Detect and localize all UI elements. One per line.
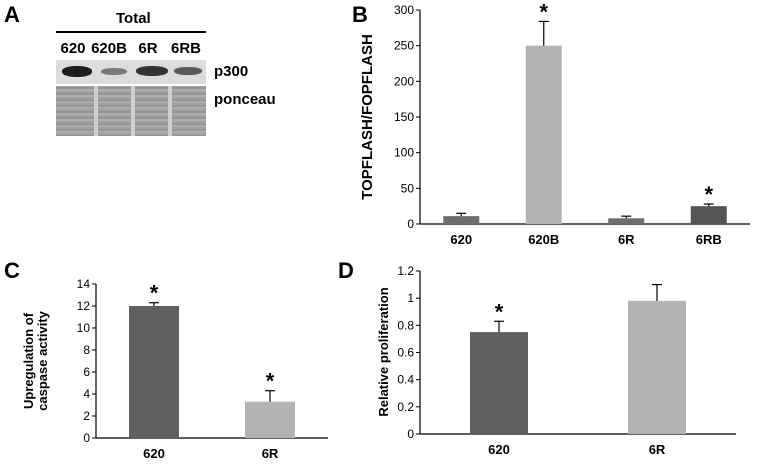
chart-c-y-tick-label: 0 bbox=[83, 431, 90, 445]
chart-d-category-label: 6R bbox=[649, 442, 666, 457]
p300-band-620b bbox=[101, 68, 127, 75]
chart-b-category-label: 6RB bbox=[696, 232, 722, 247]
chart-b-category-label: 620B bbox=[528, 232, 559, 247]
chart-d-y-axis-label: Relative proliferation bbox=[376, 287, 391, 416]
chart-b-y-tick-label: 300 bbox=[394, 3, 414, 17]
chart-b-y-tick-label: 250 bbox=[394, 39, 414, 53]
chart-d-y-tick-label: 1 bbox=[407, 291, 414, 305]
chart-d-bar-6r bbox=[628, 300, 686, 434]
chart-d-y-tick-label: 0 bbox=[407, 427, 414, 441]
chart-c-y-tick-label: 6 bbox=[83, 365, 90, 379]
chart-c-y-axis-label: Upregulation of bbox=[21, 312, 36, 409]
row-label-p300: p300 bbox=[214, 63, 249, 80]
panel-d-letter: D bbox=[338, 258, 354, 283]
chart-c-category-label: 620 bbox=[143, 446, 165, 461]
chart-c-bar-620 bbox=[129, 306, 179, 438]
panel-c-letter: C bbox=[4, 258, 20, 283]
row-label-ponceau: ponceau bbox=[214, 91, 276, 108]
chart-c-category-label: 6R bbox=[262, 446, 279, 461]
chart-d-y-tick-label: 0.8 bbox=[397, 318, 414, 332]
chart-c-bar-6r bbox=[245, 401, 295, 438]
chart-d-y-tick-label: 0.4 bbox=[397, 373, 414, 387]
chart-c-y-tick-label: 8 bbox=[83, 343, 90, 357]
chart-c-y-axis-label: caspase activity bbox=[35, 310, 50, 411]
p300-band-6r bbox=[136, 66, 168, 76]
chart-b-category-label: 620 bbox=[450, 232, 472, 247]
p300-band-6rb bbox=[174, 67, 202, 75]
ponceau-blot-strip bbox=[56, 86, 206, 136]
blot-header-total: Total bbox=[116, 10, 151, 27]
chart-c-y-tick-label: 10 bbox=[77, 321, 91, 335]
chart-c: 0 2 4 6 8 10 12 14 Upregulation of caspase activi… bbox=[21, 277, 328, 461]
chart-b-y-axis-label: TOPFLASH/FOPFLASH bbox=[359, 34, 376, 200]
chart-c-y-tick-label: 4 bbox=[83, 387, 90, 401]
chart-b-y-tick-label: 0 bbox=[407, 217, 414, 231]
lane-label-620: 620 bbox=[60, 40, 86, 57]
chart-b-category-label: 6R bbox=[618, 232, 635, 247]
chart-b-significance-star: * bbox=[539, 0, 548, 24]
chart-b-bar-6rb bbox=[690, 206, 727, 224]
lane-label-620b: 620B bbox=[91, 40, 127, 57]
chart-b-bar-6r bbox=[608, 218, 645, 224]
chart-c-y-tick-label: 12 bbox=[77, 299, 91, 313]
p300-blot-strip bbox=[56, 60, 206, 84]
chart-c-significance-star: * bbox=[150, 281, 159, 306]
chart-d-y-tick-label: 1.2 bbox=[397, 264, 414, 278]
chart-b-y-tick-label: 50 bbox=[401, 181, 415, 195]
chart-b-y-tick-label: 100 bbox=[394, 146, 414, 160]
chart-c-y-tick-label: 14 bbox=[77, 277, 91, 291]
p300-band-620 bbox=[62, 66, 92, 77]
chart-b-y-tick-label: 200 bbox=[394, 74, 414, 88]
panel-b-letter: B bbox=[352, 2, 368, 27]
lane-label-6r: 6R bbox=[138, 40, 158, 57]
chart-c-y-tick-label: 2 bbox=[83, 409, 90, 423]
chart-d: 0 0.2 0.4 0.6 0.8 1 1.2 Relative proliferation *… bbox=[376, 264, 736, 457]
blot-header-line bbox=[56, 31, 206, 33]
chart-b-y-tick-label: 150 bbox=[394, 110, 414, 124]
chart-d-y-tick-label: 0.6 bbox=[397, 346, 414, 360]
chart-b-significance-star: * bbox=[704, 182, 713, 207]
chart-d-significance-star: * bbox=[495, 299, 504, 324]
chart-d-bar-620 bbox=[470, 332, 528, 434]
chart-b-bar-620b bbox=[525, 45, 562, 224]
chart-b: 0 50 100 150 200 250 300 TOPFLASH/FOPFLASH 620 * 6… bbox=[359, 0, 750, 247]
panel-a-letter: A bbox=[4, 2, 20, 27]
chart-d-category-label: 620 bbox=[488, 442, 510, 457]
chart-b-bar-620 bbox=[443, 216, 480, 224]
chart-d-y-tick-label: 0.2 bbox=[397, 400, 414, 414]
chart-c-significance-star: * bbox=[266, 369, 275, 394]
lane-label-6rb: 6RB bbox=[170, 40, 201, 57]
